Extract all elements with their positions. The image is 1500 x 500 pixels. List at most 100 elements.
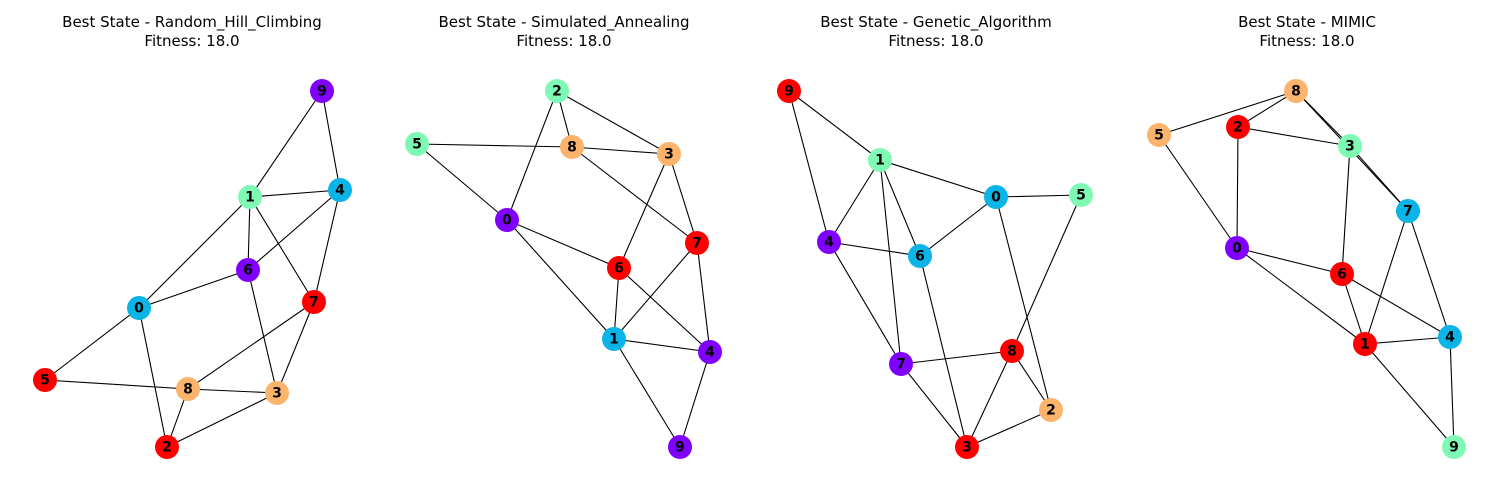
graph-edge-7-3 (276, 301, 315, 394)
node-label: 6 (614, 261, 624, 277)
graph-edge-0-6 (919, 196, 997, 257)
node-circle (176, 377, 200, 401)
node-label: 4 (705, 345, 715, 361)
node-circle (777, 79, 801, 103)
node-circle (1442, 435, 1466, 459)
graph-edge-5-8 (44, 379, 189, 390)
graph-edge-5-8 (416, 143, 573, 148)
graph-edge-6-1 (1341, 273, 1366, 345)
node-label: 1 (245, 190, 255, 206)
graph-edge-1-4 (828, 159, 881, 243)
graph-node-5: 5 (33, 368, 57, 392)
edge-layer (1158, 90, 1455, 448)
graph-node-6: 6 (1330, 262, 1354, 286)
node-label: 0 (1232, 241, 1242, 257)
graph-node-0: 0 (127, 296, 151, 320)
graph-edge-5-8 (1011, 194, 1082, 352)
graph-node-0: 0 (495, 208, 519, 232)
graph-edge-2-3 (1237, 126, 1351, 147)
graph-edge-3-6 (618, 153, 670, 269)
node-label: 2 (552, 84, 562, 100)
node-circle (1438, 325, 1462, 349)
graph-node-2: 2 (1039, 398, 1063, 422)
graph-edge-3-2 (966, 409, 1052, 448)
graph-node-8: 8 (1284, 79, 1308, 103)
graph-edge-4-6 (828, 241, 921, 257)
node-circle (1396, 199, 1420, 223)
node-circle (265, 381, 289, 405)
node-label: 7 (1403, 204, 1413, 220)
graph-node-3: 3 (265, 381, 289, 405)
node-layer: 0 1 2 3 4 5 6 7 8 9 (33, 79, 352, 459)
node-circle (545, 79, 569, 103)
node-label: 4 (335, 183, 345, 199)
node-circle (1338, 134, 1362, 158)
node-circle (33, 368, 57, 392)
graph-edge-4-9 (1449, 336, 1455, 448)
node-label: 4 (824, 235, 834, 251)
graph-node-7: 7 (302, 290, 326, 314)
graph-edge-6-4 (1341, 273, 1451, 338)
edge-layer (44, 90, 341, 448)
graph-edge-7-1 (1364, 210, 1409, 345)
graph-edge-1-4 (613, 338, 711, 353)
node-circle (127, 296, 151, 320)
graph-edge-1-7 (249, 196, 315, 303)
node-label: 7 (896, 357, 906, 373)
graph-node-5: 5 (1147, 123, 1171, 147)
node-circle (236, 258, 260, 282)
graph-edge-4-7 (828, 241, 902, 365)
node-label: 7 (692, 236, 702, 252)
graph-edge-6-4 (618, 267, 711, 353)
node-circle (984, 185, 1008, 209)
node-label: 9 (317, 84, 327, 100)
graph-edge-5-0 (416, 143, 508, 221)
node-circle (1147, 123, 1171, 147)
graph-node-6: 6 (908, 244, 932, 268)
graph-edge-7-8 (187, 301, 315, 390)
graph-node-3: 3 (1338, 134, 1362, 158)
graph-node-4: 4 (1438, 325, 1462, 349)
graph-node-9: 9 (777, 79, 801, 103)
node-circle (698, 340, 722, 364)
graph-edge-0-6 (1236, 247, 1343, 275)
node-label: 6 (243, 263, 253, 279)
node-label: 0 (991, 190, 1001, 206)
graph-node-1: 1 (238, 185, 262, 209)
node-label: 2 (1233, 120, 1243, 136)
panel-title-line1: Best State - Random_Hill_Climbing (62, 13, 322, 32)
graph-edge-1-4 (1364, 336, 1451, 345)
graph-node-6: 6 (607, 256, 631, 280)
node-label: 2 (1046, 403, 1056, 419)
graph-edge-1-0 (879, 159, 997, 198)
graph-node-8: 8 (1000, 339, 1024, 363)
graph-node-3: 3 (955, 435, 979, 459)
graph-node-1: 1 (1353, 332, 1377, 356)
edge-layer (788, 90, 1082, 448)
graph-node-1: 1 (868, 148, 892, 172)
graph-edge-9-4 (321, 90, 341, 191)
panel-title-line1: Best State - Genetic_Algorithm (820, 13, 1051, 32)
node-circle (1225, 236, 1249, 260)
graph-edge-3-6 (1341, 145, 1351, 275)
node-circle (238, 185, 262, 209)
node-circle (889, 352, 913, 376)
graph-node-7: 7 (889, 352, 913, 376)
panel-random-hill-climbing: Best State - Random_Hill_Climbing Fitnes… (33, 13, 352, 459)
node-circle (560, 135, 584, 159)
graph-node-6: 6 (236, 258, 260, 282)
node-label: 3 (962, 440, 972, 456)
graph-edge-6-3 (247, 269, 278, 394)
panel-title-line2: Fitness: 18.0 (888, 32, 983, 50)
node-label: 9 (784, 84, 794, 100)
graph-edge-3-7 (1349, 145, 1409, 212)
graph-edge-1-0 (138, 196, 251, 309)
graph-node-3: 3 (657, 142, 681, 166)
graph-node-2: 2 (1226, 115, 1250, 139)
graph-node-5: 5 (405, 132, 429, 156)
graph-node-2: 2 (545, 79, 569, 103)
graph-edge-0-2 (995, 196, 1052, 411)
node-label: 6 (915, 249, 925, 265)
graph-edge-8-5 (1158, 90, 1297, 136)
